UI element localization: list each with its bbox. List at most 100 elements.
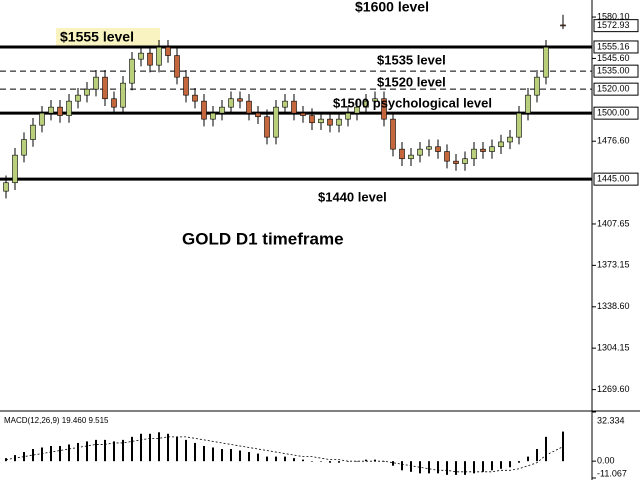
annotation: $1535 level xyxy=(377,52,446,67)
candle-body xyxy=(489,146,495,152)
macd-bar xyxy=(428,461,430,474)
candle-body xyxy=(84,88,90,96)
level-label: 1535.00 xyxy=(597,66,630,76)
candle-body xyxy=(129,58,135,84)
annotation: $1440 level xyxy=(318,189,387,204)
y-tick-label: 1545.60 xyxy=(597,53,630,63)
macd-bar xyxy=(437,461,439,474)
macd-y-tick-label: -11.067 xyxy=(597,468,627,478)
macd-bar xyxy=(221,449,223,462)
candle-body xyxy=(228,98,234,108)
macd-bar xyxy=(257,453,259,462)
candle-body xyxy=(507,136,513,143)
candle-body xyxy=(282,100,288,108)
candle-body xyxy=(435,146,441,152)
candle-body xyxy=(111,98,117,108)
level-label-box xyxy=(593,82,639,96)
macd-bar xyxy=(212,447,214,462)
macd-bar xyxy=(356,461,358,462)
candle-body xyxy=(75,94,81,102)
y-tick-label: 1338.60 xyxy=(597,301,630,311)
level-label: 1555.16 xyxy=(597,41,630,51)
macd-bar xyxy=(248,452,250,462)
candle-body xyxy=(3,182,9,192)
macd-bar xyxy=(464,461,466,475)
candle-body xyxy=(210,112,216,120)
level-label: 1445.00 xyxy=(597,174,630,184)
macd-bar xyxy=(176,436,178,462)
macd-bar xyxy=(158,432,160,462)
candle-body xyxy=(174,55,180,78)
macd-bar xyxy=(239,450,241,462)
macd-bar xyxy=(140,433,142,462)
candle-body xyxy=(354,106,360,114)
candle-body xyxy=(66,100,72,116)
macd-bar xyxy=(167,433,169,462)
candle-body xyxy=(201,100,207,120)
candle-body xyxy=(408,154,414,160)
y-tick-label: 1407.65 xyxy=(597,218,630,228)
candle-body xyxy=(390,118,396,150)
candle-body xyxy=(264,116,270,138)
candle-body xyxy=(300,112,306,116)
candle-body xyxy=(246,100,252,114)
candle-body xyxy=(543,46,549,78)
macd-bar xyxy=(500,461,502,469)
candle-body xyxy=(516,112,522,138)
macd-bar xyxy=(518,461,520,463)
macd-bar xyxy=(230,449,232,462)
macd-bar xyxy=(77,442,79,462)
macd-bar xyxy=(131,436,133,462)
candle-body xyxy=(327,118,333,126)
macd-bar xyxy=(482,461,484,472)
candle-body xyxy=(237,98,243,102)
candle-body xyxy=(120,82,126,108)
candle-body xyxy=(12,154,18,184)
candle-body xyxy=(399,148,405,160)
candle-body xyxy=(453,160,459,164)
macd-bar xyxy=(410,461,412,472)
macd-bar xyxy=(185,439,187,462)
level-label-box xyxy=(593,64,639,78)
macd-bar xyxy=(562,431,564,462)
macd-bar xyxy=(374,459,376,462)
y-tick-label: 1269.60 xyxy=(597,384,630,394)
macd-bar xyxy=(50,445,52,462)
level-label: 1500.00 xyxy=(597,108,630,118)
macd-bar xyxy=(302,459,304,462)
candle-body xyxy=(219,106,225,114)
candle-body xyxy=(372,98,378,102)
candle-body xyxy=(417,148,423,156)
macd-bar xyxy=(365,459,367,462)
macd-bar xyxy=(527,456,529,462)
candle-body xyxy=(156,46,162,66)
candle-body xyxy=(318,118,324,124)
macd-bar xyxy=(446,461,448,475)
candle-body xyxy=(525,94,531,114)
y-tick-label: 1304.15 xyxy=(597,343,630,353)
macd-bar xyxy=(329,461,331,463)
macd-bar xyxy=(392,461,394,466)
annotation: $1500 psychological level xyxy=(333,95,492,110)
macd-bar xyxy=(266,456,268,462)
last-price-box xyxy=(593,19,639,33)
macd-bar xyxy=(401,461,403,471)
level-label-box xyxy=(593,172,639,186)
y-tick-label: 1580.10 xyxy=(597,11,630,21)
candle-body xyxy=(138,52,144,60)
macd-bar xyxy=(284,456,286,462)
macd-bar xyxy=(68,444,70,462)
candle-body xyxy=(336,118,342,126)
candle-body xyxy=(291,100,297,114)
macd-bar xyxy=(59,445,61,462)
candle-body xyxy=(147,52,153,66)
plot: 1580.10 1545.60 1476.60 1407.65 1373.15 1338.… xyxy=(0,11,639,479)
macd-bar xyxy=(293,458,295,462)
candle-body xyxy=(183,76,189,96)
candle-body xyxy=(534,76,540,96)
macd-y-tick-label: 32.334 xyxy=(597,415,625,425)
candle-body xyxy=(39,112,45,126)
candle-body xyxy=(21,139,27,156)
macd-bar xyxy=(320,461,322,462)
